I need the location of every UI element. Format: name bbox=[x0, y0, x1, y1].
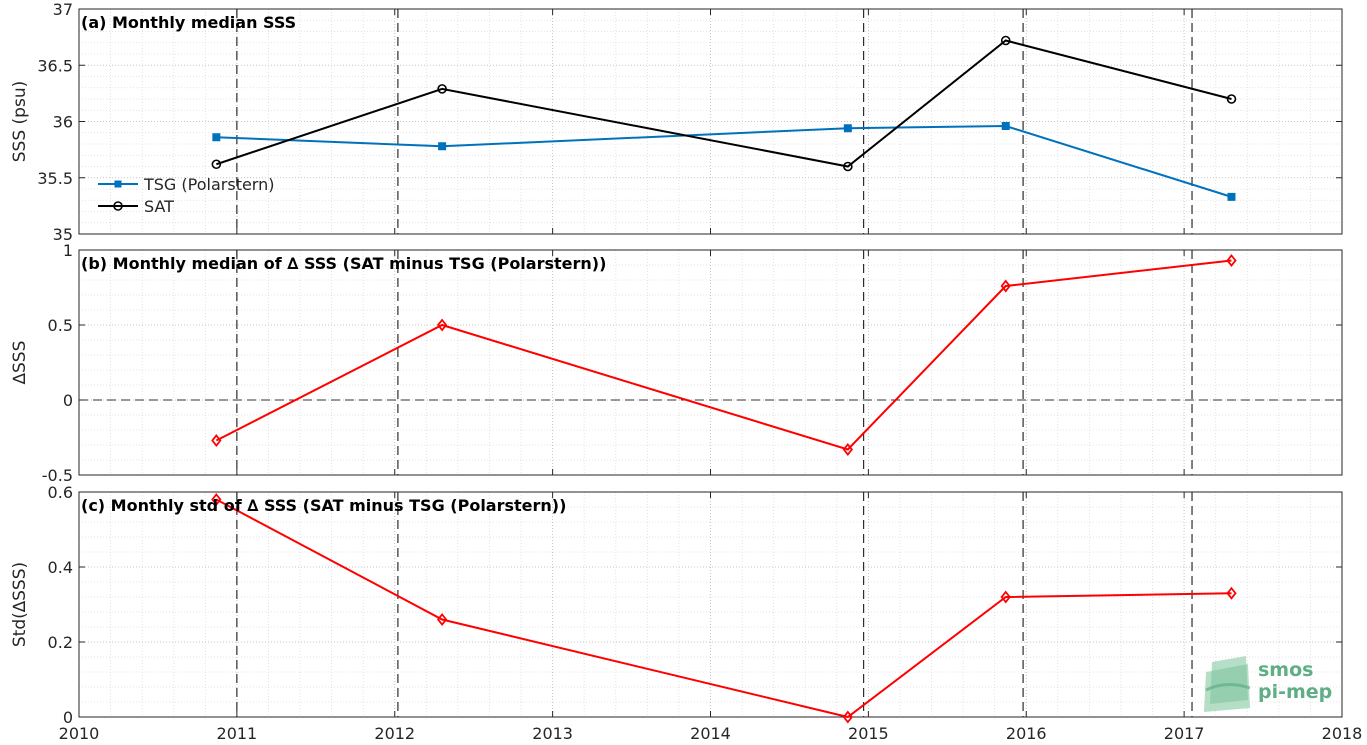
y-tick-label: 0.5 bbox=[48, 316, 73, 335]
data-point bbox=[436, 318, 448, 332]
x-tick-label: 2016 bbox=[1006, 724, 1047, 743]
legend-label: TSG (Polarstern) bbox=[143, 175, 274, 194]
data-point bbox=[436, 613, 448, 626]
data-point bbox=[1000, 279, 1011, 293]
y-tick-label: 35 bbox=[53, 225, 73, 244]
y-tick-label: 36 bbox=[53, 113, 73, 132]
data-point bbox=[1226, 94, 1237, 104]
data-point bbox=[211, 493, 222, 506]
data-point bbox=[1226, 586, 1237, 600]
panel-a: 35 35.5 36 36.5 37 SSS (psu) (a) Monthly media… bbox=[10, 0, 1343, 244]
y-axis-label: Std(∆SSS) bbox=[10, 562, 30, 647]
y-tick-label: 0.6 bbox=[48, 483, 73, 502]
series-line bbox=[215, 259, 1232, 451]
series-delta-sss bbox=[211, 254, 1237, 456]
x-tick-label: 2015 bbox=[848, 724, 889, 743]
x-tick-label: 2013 bbox=[532, 724, 573, 743]
y-axis-label: SSS (psu) bbox=[10, 81, 30, 162]
data-point bbox=[842, 710, 854, 724]
y-tick-label: 0 bbox=[63, 708, 73, 727]
panel-title: (b) Monthly median of ∆ SSS (SAT minus T… bbox=[81, 254, 606, 273]
y-tick-label: 36.5 bbox=[37, 56, 73, 75]
legend-label: SAT bbox=[144, 197, 174, 216]
legend-marker bbox=[114, 180, 122, 188]
data-point bbox=[1227, 192, 1236, 201]
data-point bbox=[1001, 122, 1010, 130]
data-point bbox=[842, 443, 854, 456]
panel-title: (c) Monthly std of ∆ SSS (SAT minus TSG … bbox=[81, 496, 566, 515]
series-delta-sss bbox=[211, 493, 1237, 724]
y-tick-label: -0.5 bbox=[42, 466, 73, 485]
legend: TSG (Polarstern) SAT bbox=[98, 175, 274, 216]
logo-text-line2: pi-mep bbox=[1258, 681, 1332, 703]
x-tick-label: 2011 bbox=[217, 724, 258, 743]
y-tick-label: 37 bbox=[53, 0, 73, 19]
data-point bbox=[211, 434, 222, 447]
panel-c: 0 0.2 0.4 0.6 2010 2011 2012 2013 2014 2015 2016 20… bbox=[10, 483, 1362, 743]
y-axis-label: ∆SSS bbox=[10, 341, 30, 386]
x-tick-label: 2018 bbox=[1322, 724, 1363, 743]
series-line bbox=[215, 498, 1232, 719]
data-point bbox=[1000, 590, 1011, 604]
data-point bbox=[437, 84, 447, 94]
x-tick-label: 2014 bbox=[690, 724, 731, 743]
y-tick-label: 0.4 bbox=[48, 558, 73, 577]
data-point bbox=[843, 124, 852, 133]
legend-marker bbox=[113, 201, 123, 211]
data-point bbox=[212, 133, 221, 142]
data-point bbox=[1226, 254, 1237, 267]
smos-pimep-logo: smos pi-mep bbox=[1204, 656, 1332, 712]
data-point bbox=[1000, 35, 1011, 46]
series-line bbox=[216, 124, 1232, 198]
y-tick-label: 1 bbox=[63, 241, 73, 260]
x-tick-label: 2012 bbox=[374, 724, 415, 743]
panel-title: (a) Monthly median SSS bbox=[81, 13, 296, 32]
data-point bbox=[438, 142, 447, 151]
series-sat bbox=[211, 35, 1237, 172]
y-tick-label: 0 bbox=[63, 391, 73, 410]
data-point bbox=[843, 161, 853, 172]
x-tick-label: 2017 bbox=[1164, 724, 1205, 743]
data-point bbox=[211, 159, 222, 170]
panel-b: -0.5 0 0.5 1 ∆SSS (b) Monthly median of ∆ SSS… bbox=[10, 241, 1343, 485]
logo-text-line1: smos bbox=[1258, 659, 1313, 681]
series-tsg-polarstern- bbox=[212, 122, 1236, 201]
y-tick-label: 0.2 bbox=[48, 633, 73, 652]
x-tick-label: 2010 bbox=[59, 724, 100, 743]
y-tick-label: 35.5 bbox=[37, 169, 73, 188]
series-line bbox=[216, 39, 1232, 168]
